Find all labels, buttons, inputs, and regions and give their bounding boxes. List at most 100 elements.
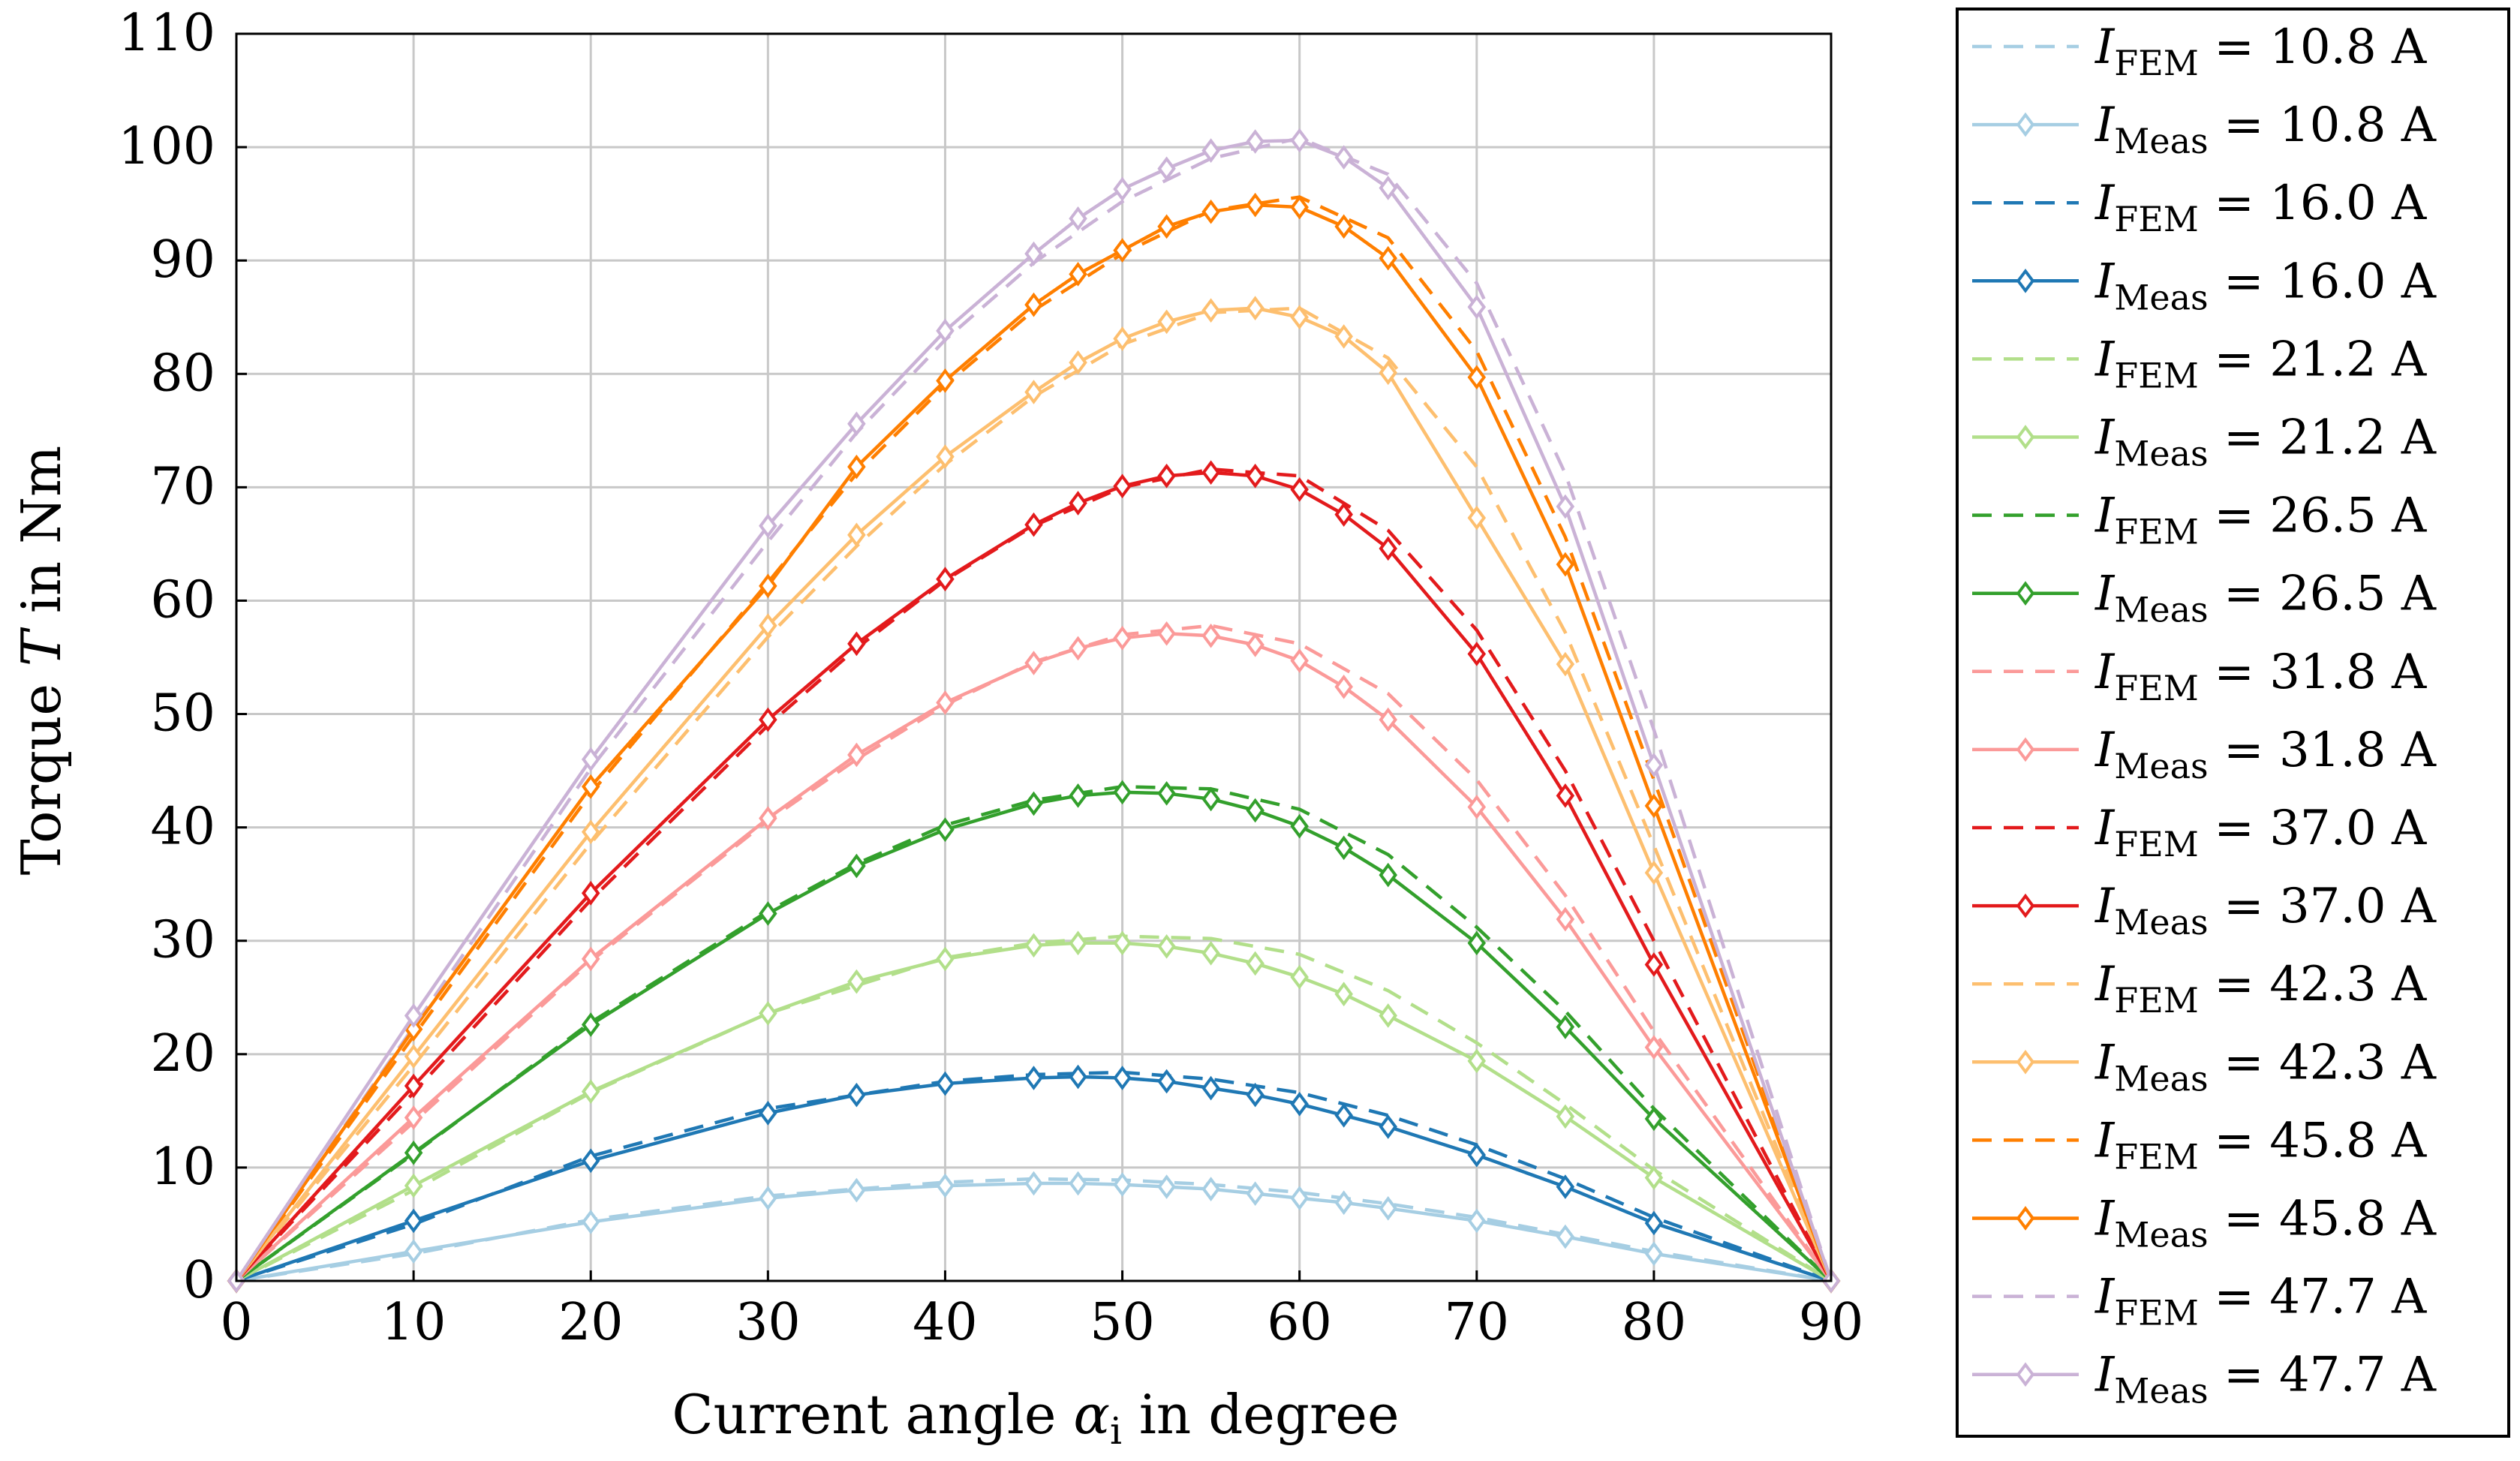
- y-tick-label: 20: [150, 1024, 215, 1084]
- legend-item: IFEM = 42.3 A: [1972, 957, 2427, 1021]
- data-point: [1556, 906, 1575, 932]
- data-point: [581, 774, 600, 799]
- legend-label: IMeas = 10.8 A: [2094, 98, 2437, 161]
- data-point: [1113, 176, 1132, 202]
- data-point: [581, 1210, 600, 1234]
- data-point: [1467, 930, 1487, 956]
- data-point: [1157, 1174, 1176, 1199]
- series-14: [235, 195, 1833, 1282]
- data-point: [1334, 674, 1353, 699]
- legend-label: IMeas = 26.5 A: [2094, 567, 2437, 630]
- series-13: [227, 296, 1841, 1294]
- data-point: [1379, 360, 1397, 386]
- data-point: [1334, 982, 1353, 1007]
- data-point: [1644, 1241, 1664, 1267]
- data-point: [1556, 1174, 1575, 1199]
- data-point: [1246, 192, 1265, 218]
- data-point: [1069, 1171, 1087, 1196]
- data-point: [581, 1148, 600, 1174]
- data-point: [936, 946, 955, 972]
- data-point: [1024, 292, 1043, 317]
- data-point: [1290, 305, 1309, 330]
- data-point: [404, 1208, 423, 1234]
- data-point: [1644, 1165, 1664, 1190]
- data-point: [1201, 460, 1220, 485]
- data-point: [847, 853, 866, 879]
- data-point: [1157, 1069, 1176, 1094]
- y-tick-label: 0: [183, 1251, 215, 1310]
- data-point: [1556, 1104, 1575, 1129]
- data-point: [1024, 933, 1043, 958]
- data-point: [759, 707, 777, 732]
- data-point: [1069, 206, 1087, 231]
- data-point: [759, 573, 777, 599]
- data-point: [759, 901, 777, 926]
- series-9: [227, 621, 1841, 1294]
- series-10: [235, 467, 1833, 1282]
- data-point: [1157, 156, 1176, 182]
- series-1: [227, 1171, 1841, 1294]
- data-point: [1069, 350, 1087, 375]
- data-point: [1246, 798, 1265, 823]
- data-point: [1467, 1208, 1487, 1234]
- data-point: [1024, 380, 1043, 404]
- data-point: [1379, 707, 1397, 732]
- series-line: [235, 195, 1833, 1282]
- data-point: [847, 742, 866, 768]
- data-point: [581, 946, 600, 972]
- data-point: [1644, 860, 1664, 885]
- legend-marker: [2016, 737, 2035, 762]
- data-point: [847, 969, 866, 994]
- legend-marker: [2016, 112, 2035, 137]
- series-line: [235, 941, 1833, 1282]
- data-point: [1201, 941, 1220, 966]
- y-tick-label: 30: [150, 911, 215, 970]
- series-layer: [227, 128, 1841, 1294]
- x-tick-label: 20: [558, 1293, 624, 1352]
- legend: [1956, 8, 2510, 1438]
- y-axis-label: Torque T in Nm: [10, 446, 73, 876]
- legend-item: IMeas = 37.0 A: [1972, 879, 2437, 942]
- legend-item: IMeas = 10.8 A: [1972, 98, 2437, 161]
- data-point: [1379, 176, 1397, 200]
- data-point: [1556, 1224, 1575, 1249]
- x-tick-label: 50: [1090, 1293, 1155, 1352]
- data-point: [581, 819, 600, 845]
- data-point: [1069, 930, 1087, 956]
- data-point: [1467, 795, 1487, 819]
- x-tick-label: 60: [1267, 1293, 1332, 1352]
- data-point: [1556, 552, 1575, 577]
- data-point: [1334, 324, 1353, 349]
- x-tick-label: 40: [913, 1293, 978, 1352]
- data-point: [1113, 625, 1132, 651]
- data-point: [1290, 648, 1309, 673]
- data-point: [1290, 964, 1309, 990]
- legend-marker: [2016, 1362, 2035, 1387]
- data-point: [1379, 536, 1397, 561]
- data-point: [847, 631, 866, 657]
- data-point: [1290, 477, 1309, 502]
- data-point: [759, 1001, 777, 1026]
- data-point: [1246, 296, 1265, 320]
- data-point: [1246, 129, 1265, 154]
- x-tick-label: 0: [220, 1293, 252, 1352]
- data-point: [1069, 491, 1087, 516]
- x-axis-ticks: 0 10 20 30 40 50 60 70 80 90: [220, 1270, 1863, 1352]
- y-tick-label: 100: [118, 117, 215, 176]
- data-point: [1246, 1181, 1265, 1206]
- y-tick-label: 90: [150, 230, 215, 290]
- data-point: [1290, 128, 1309, 153]
- legend-marker: [2016, 893, 2035, 918]
- legend-item: IMeas = 16.0 A: [1972, 254, 2437, 317]
- data-point: [1113, 473, 1132, 499]
- legend-item: IMeas = 47.7 A: [1972, 1348, 2437, 1411]
- legend-label: IMeas = 16.0 A: [2094, 254, 2437, 317]
- data-point: [759, 1186, 777, 1211]
- series-6: [235, 784, 1833, 1282]
- series-line: [235, 790, 1833, 1282]
- data-point: [1644, 1210, 1664, 1236]
- data-point: [847, 1177, 866, 1203]
- legend-label: IMeas = 21.2 A: [2094, 410, 2437, 474]
- data-point: [1334, 835, 1353, 861]
- legend-item: IMeas = 45.8 A: [1972, 1192, 2437, 1255]
